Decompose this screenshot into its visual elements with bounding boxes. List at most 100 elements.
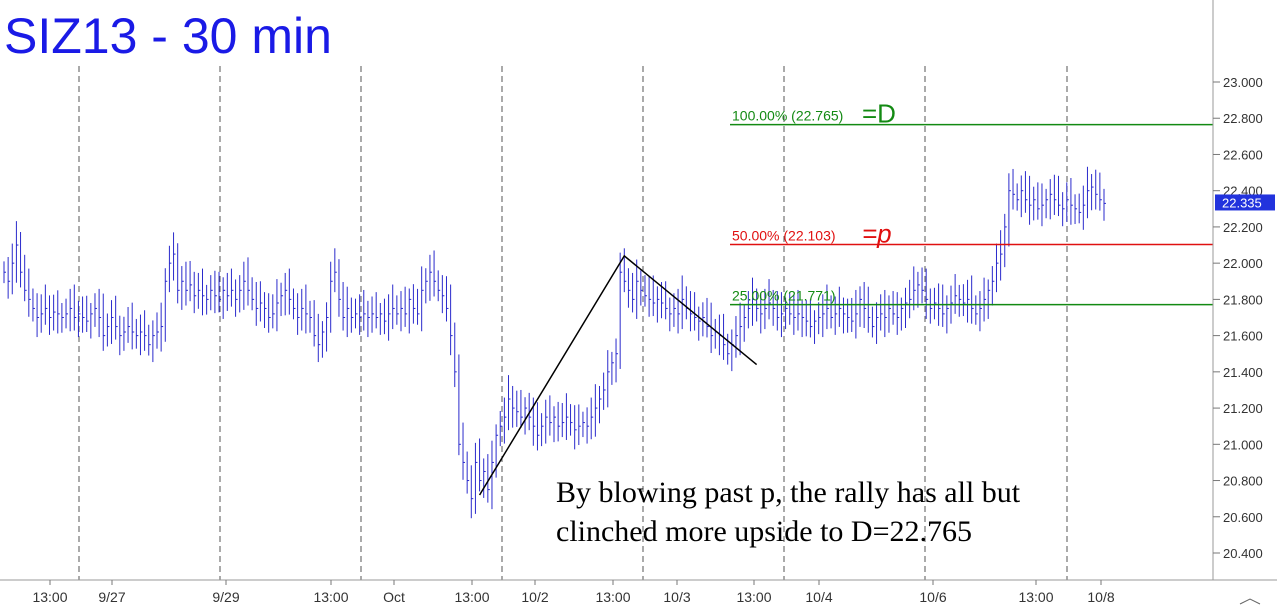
price-bar (751, 277, 755, 326)
price-bar (979, 291, 982, 332)
price-bar (355, 298, 358, 329)
last-price-label: 22.335 (1222, 195, 1262, 210)
price-bar (466, 451, 470, 494)
price-bar (1099, 172, 1102, 211)
price-bar (40, 294, 44, 333)
price-bar (925, 268, 929, 319)
price-bar (545, 399, 548, 444)
price-bar (210, 275, 213, 311)
price-bar (652, 275, 656, 317)
price-bar (946, 295, 949, 334)
price-bar (1062, 192, 1065, 227)
price-bar (884, 289, 887, 338)
price-bar (429, 254, 432, 301)
price-bar (388, 294, 391, 341)
price-bar (3, 261, 6, 284)
price-bar (28, 268, 31, 317)
x-tick-label: 13:00 (1018, 589, 1053, 605)
price-bar (77, 300, 81, 338)
price-bar (24, 254, 27, 302)
x-tick-label: 10/6 (919, 589, 946, 605)
price-bar (785, 297, 788, 330)
price-bar (677, 288, 681, 334)
x-tick-label: 9/27 (98, 589, 125, 605)
price-bar (243, 261, 246, 310)
price-bar (917, 271, 920, 308)
price-bar (222, 277, 226, 319)
price-bar (288, 268, 292, 315)
scroll-handle[interactable] (1239, 598, 1261, 605)
price-bar (871, 306, 875, 338)
price-bar (876, 302, 879, 344)
price-bar (739, 302, 743, 356)
price-bar (644, 275, 647, 307)
y-tick-label: 21.200 (1223, 401, 1263, 416)
y-tick-label: 20.600 (1223, 510, 1263, 525)
price-bar (148, 324, 151, 356)
price-bar (814, 310, 817, 344)
price-bar (880, 294, 883, 331)
price-bar (508, 375, 511, 431)
price-bar (185, 261, 188, 306)
price-bar (297, 293, 300, 335)
price-bar (888, 295, 891, 333)
price-bar (330, 261, 333, 333)
price-bar (706, 297, 710, 338)
price-bar (276, 279, 279, 332)
price-bar (73, 284, 77, 331)
price-bar (7, 256, 11, 299)
price-bar (425, 268, 428, 304)
price-bar (1012, 168, 1016, 210)
y-tick-label: 22.600 (1223, 147, 1263, 162)
price-bar (367, 300, 370, 338)
fib-level-suffix: =D (862, 99, 896, 129)
price-bar (859, 286, 863, 327)
price-bar (747, 291, 751, 329)
price-bar (528, 392, 532, 431)
price-bar (173, 232, 176, 281)
annotation-line-1: By blowing past p, the rally has all but (556, 476, 1021, 509)
y-tick-label: 22.000 (1223, 256, 1263, 271)
price-bar (826, 284, 829, 330)
price-bar (483, 458, 486, 498)
price-bar (768, 279, 772, 320)
price-bar (259, 281, 263, 322)
price-bar (892, 291, 896, 325)
price-bar (913, 266, 916, 311)
price-bar (694, 292, 697, 331)
price-bar (284, 272, 288, 316)
price-bar (586, 407, 590, 444)
price-bar (408, 288, 412, 334)
price-bar (1024, 171, 1028, 213)
price-bar (727, 333, 730, 365)
price-bar (627, 268, 631, 308)
price-bar (359, 294, 362, 335)
x-tick-label: 13:00 (454, 589, 489, 605)
price-bar (487, 454, 490, 503)
price-bar (661, 281, 664, 319)
price-bar (371, 296, 375, 333)
price-bar (503, 397, 507, 444)
price-bar (61, 303, 64, 333)
chart-title: SIZ13 - 30 min (4, 8, 332, 64)
price-bar (809, 299, 813, 338)
price-bar (921, 267, 925, 304)
price-bar (363, 289, 366, 331)
price-bar (1041, 183, 1044, 227)
price-bar (896, 292, 900, 335)
price-bar (206, 284, 209, 315)
price-bar (152, 320, 155, 363)
price-bar (433, 250, 437, 297)
x-tick-label: 13:00 (736, 589, 771, 605)
price-bar (565, 393, 569, 440)
price-bar (106, 313, 110, 347)
price-bar (656, 286, 660, 323)
price-bar (553, 406, 556, 443)
price-bar (131, 302, 135, 350)
price-bar (830, 295, 834, 329)
price-bar (1066, 182, 1069, 222)
price-bar (458, 354, 461, 456)
price-bar (942, 284, 945, 327)
price-bar (470, 465, 474, 519)
